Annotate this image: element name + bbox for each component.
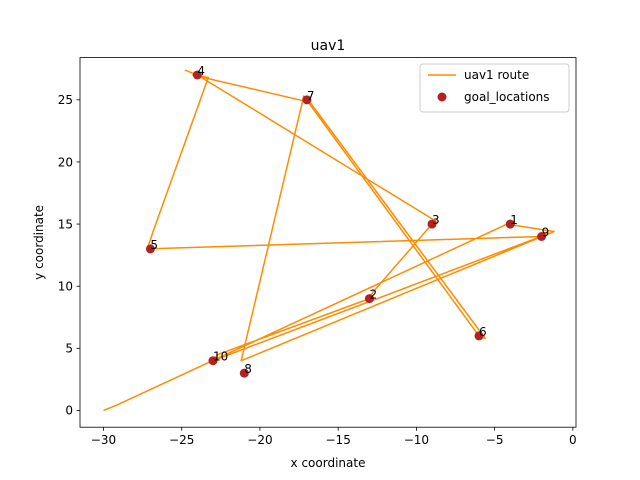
x-ticks: −30 −25 −20 −15 −10 −5 0 [91, 427, 577, 447]
goal-point-8 [239, 368, 249, 378]
goal-label-3: 3 [432, 213, 440, 227]
goal-point-2 [364, 294, 374, 304]
point-labels-layer: 1 2 3 4 5 6 7 8 9 10 [150, 64, 549, 376]
legend-goal-label: goal_locations [464, 90, 550, 104]
y-tick-label: 10 [58, 279, 73, 293]
legend: uav1 route goal_locations [419, 63, 570, 113]
x-tick-label: −30 [91, 433, 116, 447]
goal-point-10 [208, 356, 218, 366]
goal-label-5: 5 [150, 238, 158, 252]
x-tick-label: −5 [486, 433, 504, 447]
x-tick-label: −10 [404, 433, 429, 447]
y-axis-label: y coordinate [32, 205, 46, 280]
chart-title: uav1 [311, 38, 346, 54]
y-tick-label: 0 [65, 404, 73, 418]
x-axis-label: x coordinate [291, 456, 366, 470]
uav1-route-line [103, 69, 555, 412]
x-tick-label: 0 [569, 433, 577, 447]
goal-label-9: 9 [542, 225, 550, 239]
legend-goal-swatch [437, 92, 447, 102]
x-tick-label: −15 [326, 433, 351, 447]
goal-point-6 [474, 331, 484, 341]
x-tick-label: −25 [169, 433, 194, 447]
plot-area [80, 57, 576, 428]
goals-layer [145, 70, 547, 378]
goal-point-1 [505, 219, 515, 229]
y-tick-label: 5 [65, 342, 73, 356]
goal-label-2: 2 [369, 288, 377, 302]
legend-route-label: uav1 route [464, 68, 529, 82]
y-tick-label: 15 [58, 217, 73, 231]
route-layer [103, 69, 555, 412]
y-tick-label: 25 [58, 93, 73, 107]
goal-point-7 [302, 95, 312, 105]
y-ticks: 0 5 10 15 20 25 [58, 93, 80, 418]
goal-label-4: 4 [197, 64, 205, 78]
goal-label-1: 1 [510, 213, 518, 227]
goal-label-7: 7 [307, 89, 315, 103]
goal-point-5 [145, 244, 155, 254]
goal-label-8: 8 [244, 362, 252, 376]
legend-box [419, 63, 570, 113]
x-tick-label: −20 [247, 433, 272, 447]
axes-frame [79, 57, 577, 428]
goal-label-10: 10 [213, 350, 228, 364]
goal-point-9 [537, 231, 547, 241]
goal-label-6: 6 [479, 325, 487, 339]
y-tick-label: 20 [58, 155, 73, 169]
goal-point-3 [427, 219, 437, 229]
goal-point-4 [192, 70, 202, 80]
